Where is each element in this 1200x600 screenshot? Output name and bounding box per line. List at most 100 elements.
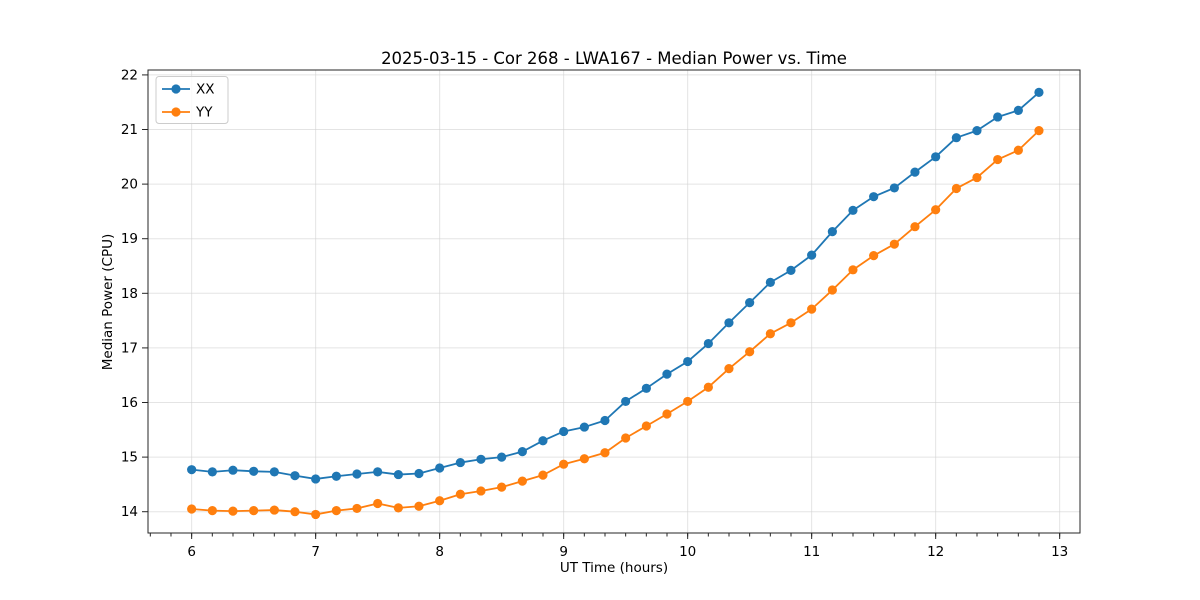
series-XX-point: [703, 338, 713, 349]
x-tick-label: 7: [311, 544, 320, 560]
series-YY-point: [662, 409, 672, 419]
series-YY-point: [311, 509, 321, 520]
y-tick-label: 17: [121, 340, 138, 356]
x-tick-label: 9: [559, 544, 568, 560]
series-YY-point: [827, 285, 837, 295]
series-XX-point: [393, 469, 403, 480]
series-YY-point: [993, 154, 1003, 165]
series-XX-point: [311, 474, 321, 484]
y-axis-label: Median Power (CPU): [100, 234, 116, 370]
series-YY-point: [290, 507, 300, 517]
series-YY-point: [703, 382, 713, 392]
series-YY-point: [579, 454, 589, 464]
series-YY-point: [455, 489, 465, 499]
series-YY-point: [414, 501, 424, 511]
series-YY-point: [683, 396, 693, 407]
series-YY-point: [724, 364, 734, 374]
plot-area: 6 7 8 9 10 11 12 13 14 15 16 17 18 19 20 21 22 XX YY: [121, 67, 1081, 560]
series-YY-point: [352, 503, 362, 514]
series-XX-point: [910, 167, 920, 177]
series-XX-point: [683, 356, 693, 367]
plot-border: [147, 69, 1081, 534]
y-tick-label: 19: [121, 231, 138, 247]
series-XX-point: [786, 265, 796, 275]
series-XX-point: [249, 466, 259, 476]
series-YY-point: [249, 506, 259, 516]
series-YY-point: [207, 506, 217, 516]
series-YY-point: [786, 318, 796, 328]
series-XX-point: [931, 152, 941, 162]
series-XX-point: [869, 192, 879, 202]
series-XX-point: [807, 250, 817, 260]
series-YY-point: [951, 183, 961, 194]
series-XX-point: [579, 422, 589, 432]
legend-label-XX: XX: [196, 82, 215, 98]
series-XX-point: [621, 396, 631, 407]
series-YY-point: [745, 347, 755, 357]
series-YY-point: [848, 265, 858, 275]
y-tick-label: 18: [121, 286, 138, 302]
y-tick-label: 15: [121, 450, 138, 466]
series-XX-point: [559, 426, 569, 437]
y-tick-label: 20: [121, 177, 138, 193]
x-tick-label: 12: [927, 544, 944, 560]
x-tick-label: 11: [803, 544, 820, 560]
chart-title: 2025-03-15 - Cor 268 - LWA167 - Median P…: [381, 49, 847, 68]
legend-marker-YY: [171, 107, 181, 117]
series-XX-point: [1013, 105, 1023, 116]
series-XX-point: [373, 467, 383, 477]
series-YY-point: [228, 506, 238, 516]
series-XX-point: [538, 436, 548, 446]
y-tick-label: 21: [121, 122, 138, 138]
series-XX-point: [600, 415, 610, 426]
series-XX-point: [207, 467, 217, 477]
series-XX-point: [187, 465, 197, 475]
series-YY-point: [187, 504, 197, 514]
series-YY-point: [435, 496, 445, 506]
series-YY-point: [1013, 145, 1023, 155]
series-YY-point: [497, 482, 507, 492]
y-tick-label: 22: [121, 67, 138, 83]
series-XX-point: [972, 126, 982, 136]
series-XX-line: [191, 91, 1040, 480]
series-YY-point: [331, 506, 341, 516]
legend-label-YY: YY: [195, 105, 213, 121]
series-XX-point: [641, 383, 651, 393]
series-YY-point: [910, 222, 920, 232]
series-YY-point: [559, 459, 569, 469]
series-YY-point: [641, 421, 651, 431]
series-XX-point: [889, 183, 899, 193]
series-XX-point: [476, 454, 486, 464]
series-XX-point: [517, 447, 527, 457]
legend-marker-XX: [171, 84, 181, 94]
series-XX-point: [662, 369, 672, 379]
x-tick-label: 8: [435, 544, 444, 560]
series-XX-point: [765, 277, 775, 287]
series-YY-point: [269, 505, 279, 515]
series-XX-point: [951, 133, 961, 143]
series-YY-point: [869, 251, 879, 261]
series-XX-point: [228, 465, 238, 475]
series-YY-point: [807, 304, 817, 314]
series-XX-point: [848, 205, 858, 215]
series-XX-point: [497, 452, 507, 462]
series-XX-point: [724, 318, 734, 328]
series-XX-point: [745, 297, 755, 308]
x-tick-label: 10: [679, 544, 696, 560]
series-XX-point: [1034, 87, 1044, 97]
series-YY-point: [538, 470, 548, 480]
series-YY-point: [972, 172, 982, 183]
x-tick-label: 13: [1051, 544, 1068, 560]
series-XX-point: [993, 112, 1003, 122]
series-YY-point: [931, 205, 941, 215]
x-tick-label: 6: [187, 544, 196, 560]
series-XX-point: [290, 471, 300, 481]
series-XX-point: [435, 463, 445, 473]
series-YY-point: [765, 329, 775, 339]
series-XX-point: [331, 471, 341, 481]
series-YY-point: [517, 476, 527, 486]
series-XX-point: [414, 468, 424, 479]
series-YY-point: [621, 433, 631, 443]
